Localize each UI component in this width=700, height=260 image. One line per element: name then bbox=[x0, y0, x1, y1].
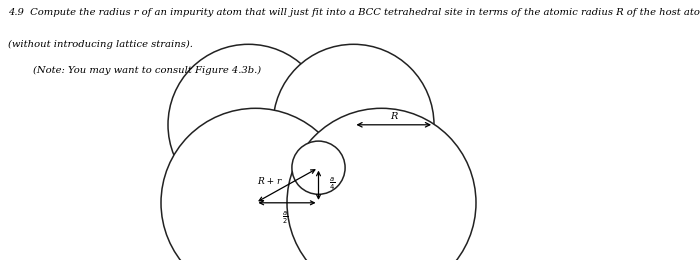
Text: R + r: R + r bbox=[258, 178, 281, 186]
Text: (Note: You may want to consult Figure 4.3b.): (Note: You may want to consult Figure 4.… bbox=[8, 66, 262, 75]
Ellipse shape bbox=[292, 141, 345, 194]
Ellipse shape bbox=[168, 44, 329, 205]
Ellipse shape bbox=[161, 108, 350, 260]
Text: $\frac{a}{4}$: $\frac{a}{4}$ bbox=[329, 175, 335, 192]
Text: (without introducing lattice strains).: (without introducing lattice strains). bbox=[8, 40, 193, 49]
Ellipse shape bbox=[287, 108, 476, 260]
Text: $\frac{a}{2}$: $\frac{a}{2}$ bbox=[282, 209, 289, 226]
Ellipse shape bbox=[273, 44, 434, 205]
Text: 4.9  Compute the radius r of an impurity atom that will just fit into a BCC tetr: 4.9 Compute the radius r of an impurity … bbox=[8, 8, 700, 17]
Text: R: R bbox=[390, 112, 397, 121]
